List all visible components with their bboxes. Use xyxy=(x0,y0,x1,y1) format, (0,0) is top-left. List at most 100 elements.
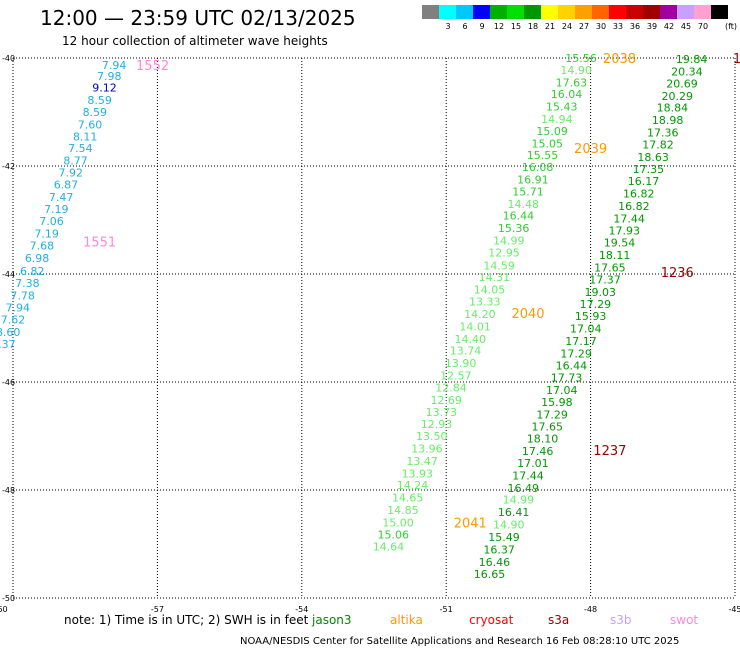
wave-height-value: 7.62 xyxy=(1,313,26,326)
scale-label: 27 xyxy=(578,22,590,31)
wave-height-value: 17.44 xyxy=(613,212,645,225)
wave-height-value: 19.03 xyxy=(584,286,616,299)
wave-height-value: 16.44 xyxy=(556,359,588,372)
wave-height-value: 7.38 xyxy=(15,277,40,290)
pass-time-label: 2041 xyxy=(454,516,487,531)
wave-height-value: 20.69 xyxy=(666,77,698,90)
wave-height-value: 15.93 xyxy=(575,310,607,323)
sat-legend-cryosat: cryosat xyxy=(469,613,514,627)
wave-height-value: 7.98 xyxy=(97,70,122,83)
wave-height-value: 13.90 xyxy=(445,357,477,370)
wave-height-value: 6.87 xyxy=(54,178,79,191)
sat-legend-altika: altika xyxy=(390,613,423,627)
wave-height-value: 17.93 xyxy=(609,224,641,237)
wave-height-value: 18.10 xyxy=(527,433,559,446)
wave-height-value: 17.73 xyxy=(551,372,583,385)
wave-height-value: 7.19 xyxy=(34,228,59,241)
wave-height-value: 12.69 xyxy=(430,394,462,407)
wave-height-value: 17.44 xyxy=(512,469,544,482)
wave-height-value: 13.96 xyxy=(411,442,443,455)
sat-legend-swot: swot xyxy=(670,613,699,627)
wave-height-value: 15.05 xyxy=(532,137,564,150)
credit-line: NOAA/NESDIS Center for Satellite Applica… xyxy=(240,636,680,647)
pass-time-label: 2040 xyxy=(511,307,544,322)
x-tick-label: -45 xyxy=(728,605,740,612)
scale-swatch xyxy=(626,5,643,19)
wave-height-value: 6.98 xyxy=(25,252,50,265)
wave-height-value: 14.94 xyxy=(541,113,573,126)
wave-height-value: 16.41 xyxy=(498,506,530,519)
pass-time-label: 1551 xyxy=(83,236,116,251)
wave-height-value: 7.06 xyxy=(39,215,64,228)
sat-legend-s3b: s3b xyxy=(610,613,632,627)
wave-height-value: 17.65 xyxy=(594,262,626,275)
sat-legend-jason3: jason3 xyxy=(312,613,352,627)
wave-height-value: 14.20 xyxy=(464,308,496,321)
wave-height-value: 20.34 xyxy=(671,66,703,79)
wave-height-value: 16.08 xyxy=(522,161,554,174)
x-tick-label: -51 xyxy=(440,605,453,612)
wave-height-value: 14.99 xyxy=(493,235,525,248)
wave-height-value: 13.73 xyxy=(426,406,458,419)
wave-height-value: 16.44 xyxy=(503,210,535,223)
wave-height-value: 8.59 xyxy=(83,106,108,119)
wave-height-value: 12.95 xyxy=(488,246,520,259)
scale-label: 36 xyxy=(629,22,641,31)
wave-height-value: 17.36 xyxy=(647,127,679,140)
y-tick-label: -50 xyxy=(2,594,15,603)
scale-swatch xyxy=(660,5,677,19)
pass-time-label: 2039 xyxy=(574,142,607,157)
wave-height-value: 14.31 xyxy=(479,271,511,284)
scale-label: 6 xyxy=(462,22,468,31)
wave-height-value: 15.00 xyxy=(382,516,414,529)
wave-height-value: 16.37 xyxy=(483,543,515,556)
wave-height-value: 7.78 xyxy=(10,290,35,303)
wave-height-value: 7.60 xyxy=(78,118,103,131)
pass-time-label: 1552 xyxy=(136,59,169,74)
wave-height-value: 14.90 xyxy=(560,64,592,77)
y-tick-label: -48 xyxy=(2,486,15,495)
scale-label: 24 xyxy=(561,22,573,31)
wave-height-value: 15.06 xyxy=(378,528,410,541)
wave-height-value: 12.57 xyxy=(440,370,472,383)
scale-swatch xyxy=(439,5,456,19)
wave-height-value: 19.84 xyxy=(676,53,708,66)
wave-height-value: 17.35 xyxy=(633,163,665,176)
wave-height-value: 8.59 xyxy=(87,94,112,107)
wave-height-value: 7.94 xyxy=(102,59,127,72)
wave-height-value: 19.54 xyxy=(604,237,636,250)
scale-swatch xyxy=(643,5,660,19)
wave-height-value: 7.92 xyxy=(59,166,84,179)
wave-height-value: 17.04 xyxy=(546,384,578,397)
scale-swatch xyxy=(592,5,609,19)
wave-height-value: 14.65 xyxy=(392,492,424,505)
scale-swatch xyxy=(677,5,694,19)
map-subtitle: 12 hour collection of altimeter wave hei… xyxy=(62,34,328,48)
scale-label: 3 xyxy=(445,22,451,31)
wave-height-value: 14.05 xyxy=(474,284,506,297)
wave-height-value: 18.63 xyxy=(637,151,669,164)
wave-height-value: 15.98 xyxy=(541,396,573,409)
wave-height-value: 15.43 xyxy=(546,101,578,114)
wave-height-value: 14.90 xyxy=(493,519,525,532)
scale-swatch xyxy=(422,5,439,19)
scale-swatch xyxy=(694,5,711,19)
wave-height-value: 8.37 xyxy=(0,338,16,351)
scale-label: 9 xyxy=(479,22,485,31)
scale-swatch xyxy=(490,5,507,19)
wave-height-value: 9.12 xyxy=(92,82,117,95)
footer-note: note: 1) Time is in UTC; 2) SWH is in fe… xyxy=(64,613,309,627)
y-tick-label: -42 xyxy=(2,162,15,171)
scale-label: 33 xyxy=(612,22,624,31)
x-tick-label: -48 xyxy=(584,605,597,612)
scale-swatch xyxy=(507,5,524,19)
wave-height-value: 14.01 xyxy=(459,320,491,333)
wave-height-value: 16.04 xyxy=(551,88,583,101)
wave-height-value: 8.60 xyxy=(0,326,20,339)
scale-label: 42 xyxy=(663,22,675,31)
scale-label: 30 xyxy=(595,22,607,31)
wave-height-value: 8.11 xyxy=(73,130,98,143)
scale-swatch xyxy=(456,5,473,19)
pass-time-label: 1235 xyxy=(733,52,740,67)
wave-height-value: 16.17 xyxy=(628,175,660,188)
